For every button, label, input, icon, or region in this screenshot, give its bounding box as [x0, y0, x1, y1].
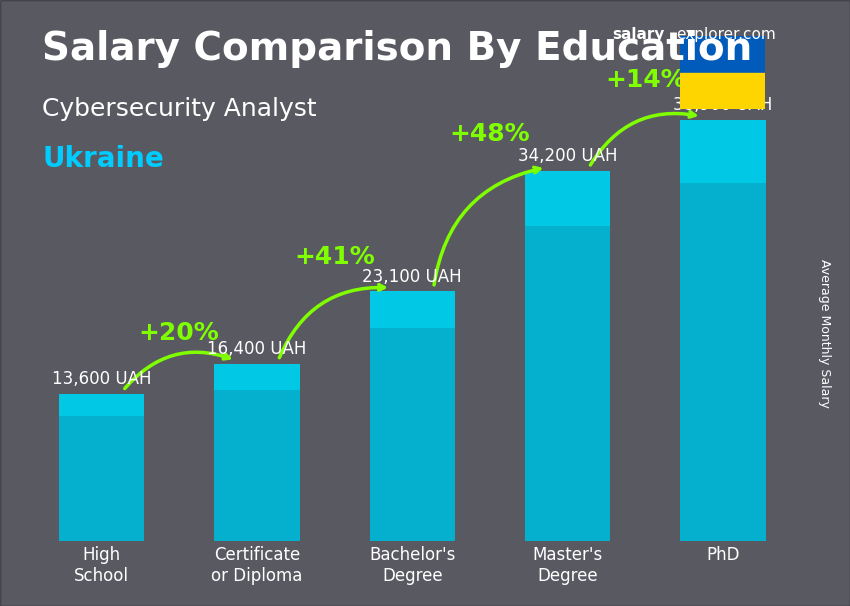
- Text: Salary Comparison By Education: Salary Comparison By Education: [42, 30, 753, 68]
- Bar: [524, 171, 610, 541]
- Text: explorer.com: explorer.com: [676, 27, 775, 42]
- Bar: [370, 291, 455, 541]
- Text: +41%: +41%: [294, 245, 375, 269]
- Bar: [214, 364, 300, 390]
- Bar: [370, 291, 455, 328]
- Text: salary: salary: [612, 27, 665, 42]
- Text: +14%: +14%: [605, 68, 686, 92]
- Text: Ukraine: Ukraine: [42, 145, 164, 173]
- Bar: [214, 364, 300, 541]
- Bar: [680, 73, 765, 109]
- Bar: [680, 119, 766, 183]
- Bar: [524, 171, 610, 226]
- Text: Cybersecurity Analyst: Cybersecurity Analyst: [42, 97, 317, 121]
- Text: 13,600 UAH: 13,600 UAH: [52, 370, 151, 388]
- Text: Average Monthly Salary: Average Monthly Salary: [818, 259, 831, 408]
- Text: 16,400 UAH: 16,400 UAH: [207, 340, 307, 358]
- Bar: [59, 394, 144, 541]
- Bar: [59, 394, 144, 416]
- Text: 38,900 UAH: 38,900 UAH: [673, 96, 773, 115]
- Bar: [680, 119, 766, 541]
- Bar: [680, 36, 765, 73]
- Text: 34,200 UAH: 34,200 UAH: [518, 147, 617, 165]
- Text: +48%: +48%: [450, 122, 530, 146]
- Text: 23,100 UAH: 23,100 UAH: [362, 267, 462, 285]
- Text: +20%: +20%: [139, 321, 219, 345]
